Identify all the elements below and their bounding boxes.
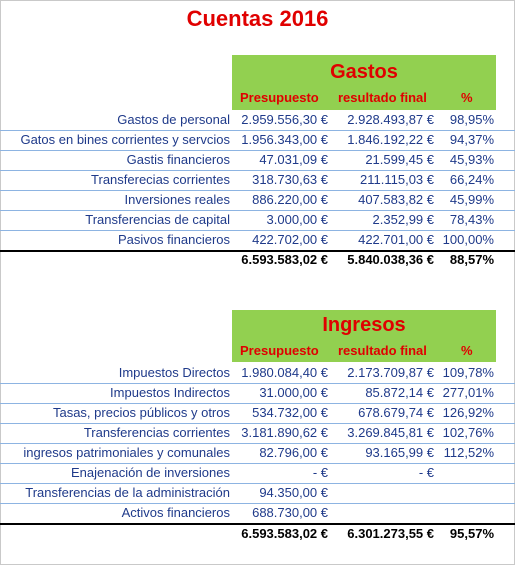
gastos-row: Inversiones reales 886.220,00 € 407.583,82… — [0, 190, 515, 211]
ingresos-total-resultado: 6.301.273,55 € — [347, 526, 434, 541]
ingresos-row: Enajenación de inversiones - € - € — [0, 463, 515, 484]
gastos-row-presupuesto: 2.959.556,30 € — [241, 112, 328, 127]
gastos-row-presupuesto: 318.730,63 € — [252, 172, 328, 187]
gastos-header-bg — [232, 55, 496, 110]
gastos-row-resultado: 21.599,45 € — [365, 152, 434, 167]
ingresos-header-bg — [232, 310, 496, 362]
gastos-row: Gastis financieros 47.031,09 € 21.599,45 €… — [0, 150, 515, 171]
gastos-row-pct: 66,24% — [449, 172, 494, 187]
ingresos-row-pct: 102,76% — [442, 425, 494, 440]
gastos-row-presupuesto: 3.000,00 € — [266, 212, 328, 227]
ingresos-row-resultado: 2.173.709,87 € — [347, 365, 434, 380]
ingresos-row: Impuestos Directos 1.980.084,40 € 2.173.70… — [0, 363, 515, 384]
gastos-row: Transferencias de capital 3.000,00 € 2.352… — [0, 210, 515, 231]
ingresos-row-resultado: 678.679,74 € — [358, 405, 434, 420]
ingresos-row-label: Activos financieros — [121, 505, 230, 520]
ingresos-row: Tasas, precios públicos y otros 534.732,0… — [0, 403, 515, 424]
gastos-total-row: 6.593.583,02 € 5.840.038,36 € 88,57% — [0, 250, 515, 270]
gastos-heading: Gastos — [330, 61, 398, 83]
gastos-row-pct: 78,43% — [449, 212, 494, 227]
gastos-row-label: Transferecias corrientes — [91, 172, 230, 187]
ingresos-row-presupuesto: 94.350,00 € — [259, 485, 328, 500]
gastos-total-pct: 88,57% — [449, 252, 494, 267]
ingresos-row: Transferencias de la administración 94.35… — [0, 483, 515, 504]
gastos-row-resultado: 422.701,00 € — [358, 232, 434, 247]
gastos-row-label: Gatos en bines corrientes y servcios — [20, 132, 230, 147]
gastos-row-resultado: 407.583,82 € — [358, 192, 434, 207]
ingresos-row-label: Transferencias de la administración — [25, 485, 230, 500]
gastos-row-pct: 94,37% — [449, 132, 494, 147]
ingresos-heading: Ingresos — [322, 314, 406, 336]
ingresos-row-presupuesto: 31.000,00 € — [259, 385, 328, 400]
ingresos-col-pct: % — [461, 343, 473, 358]
gastos-row-label: Inversiones reales — [124, 192, 231, 207]
gastos-row: Gastos de personal 2.959.556,30 € 2.928.49… — [0, 110, 515, 131]
gastos-row-resultado: 2.928.493,87 € — [347, 112, 434, 127]
ingresos-row: Activos financieros 688.730,00 € — [0, 503, 515, 525]
ingresos-row-presupuesto: 3.181.890,62 € — [241, 425, 328, 440]
ingresos-row-resultado: 93.165,99 € — [365, 445, 434, 460]
gastos-row: Pasivos financieros 422.702,00 € 422.701,0… — [0, 230, 515, 252]
gastos-row-pct: 45,99% — [449, 192, 494, 207]
ingresos-row-pct: 126,92% — [442, 405, 494, 420]
ingresos-row-resultado: 3.269.845,81 € — [347, 425, 434, 440]
ingresos-row-presupuesto: - € — [312, 465, 328, 480]
gastos-row-label: Transferencias de capital — [85, 212, 230, 227]
gastos-col-resultado: resultado final — [338, 90, 427, 105]
ingresos-total-pct: 95,57% — [449, 526, 494, 541]
ingresos-row-resultado: 85.872,14 € — [365, 385, 434, 400]
gastos-row-pct: 98,95% — [449, 112, 494, 127]
gastos-col-pct: % — [461, 90, 473, 105]
ingresos-col-resultado: resultado final — [338, 343, 427, 358]
gastos-row-resultado: 211.115,03 € — [360, 172, 434, 187]
gastos-row-resultado: 2.352,99 € — [372, 212, 434, 227]
ingresos-row-label: ingresos patrimoniales y comunales — [23, 445, 230, 460]
gastos-row: Transferecias corrientes 318.730,63 € 211.… — [0, 170, 515, 191]
page-title: Cuentas 2016 — [186, 6, 329, 31]
ingresos-row-presupuesto: 688.730,00 € — [252, 505, 328, 520]
ingresos-total-row: 6.593.583,02 € 6.301.273,55 € 95,57% — [0, 524, 515, 544]
ingresos-row-pct: 277,01% — [442, 385, 494, 400]
gastos-total-presupuesto: 6.593.583,02 € — [241, 252, 328, 267]
gastos-row-label: Gastis financieros — [126, 152, 230, 167]
ingresos-row-label: Transferencias corrientes — [83, 425, 230, 440]
ingresos-row-resultado: - € — [418, 465, 434, 480]
ingresos-row-presupuesto: 534.732,00 € — [252, 405, 328, 420]
gastos-row-pct: 100,00% — [442, 232, 494, 247]
ingresos-row: Impuestos Indirectos 31.000,00 € 85.872,14… — [0, 383, 515, 404]
ingresos-row-label: Impuestos Directos — [118, 365, 230, 380]
ingresos-col-presupuesto: Presupuesto — [240, 343, 319, 358]
gastos-total-resultado: 5.840.038,36 € — [347, 252, 434, 267]
gastos-row-presupuesto: 1.956.343,00 € — [241, 132, 328, 147]
ingresos-row-label: Impuestos Indirectos — [110, 385, 230, 400]
gastos-row-label: Gastos de personal — [117, 112, 230, 127]
gastos-col-presupuesto: Presupuesto — [240, 90, 319, 105]
ingresos-row-presupuesto: 1.980.084,40 € — [241, 365, 328, 380]
gastos-row-presupuesto: 422.702,00 € — [252, 232, 328, 247]
gastos-row-pct: 45,93% — [449, 152, 494, 167]
gastos-row-presupuesto: 886.220,00 € — [252, 192, 328, 207]
ingresos-row: ingresos patrimoniales y comunales 82.796… — [0, 443, 515, 464]
ingresos-row: Transferencias corrientes 3.181.890,62 € 3… — [0, 423, 515, 444]
gastos-row-presupuesto: 47.031,09 € — [259, 152, 328, 167]
gastos-row-label: Pasivos financieros — [118, 232, 230, 247]
ingresos-row-label: Enajenación de inversiones — [71, 465, 230, 480]
ingresos-row-pct: 109,78% — [442, 365, 494, 380]
gastos-row: Gatos en bines corrientes y servcios 1.95… — [0, 130, 515, 151]
ingresos-total-presupuesto: 6.593.583,02 € — [241, 526, 328, 541]
ingresos-row-label: Tasas, precios públicos y otros — [52, 405, 230, 420]
ingresos-row-pct: 112,52% — [443, 445, 494, 460]
ingresos-row-presupuesto: 82.796,00 € — [259, 445, 328, 460]
gastos-row-resultado: 1.846.192,22 € — [347, 132, 434, 147]
